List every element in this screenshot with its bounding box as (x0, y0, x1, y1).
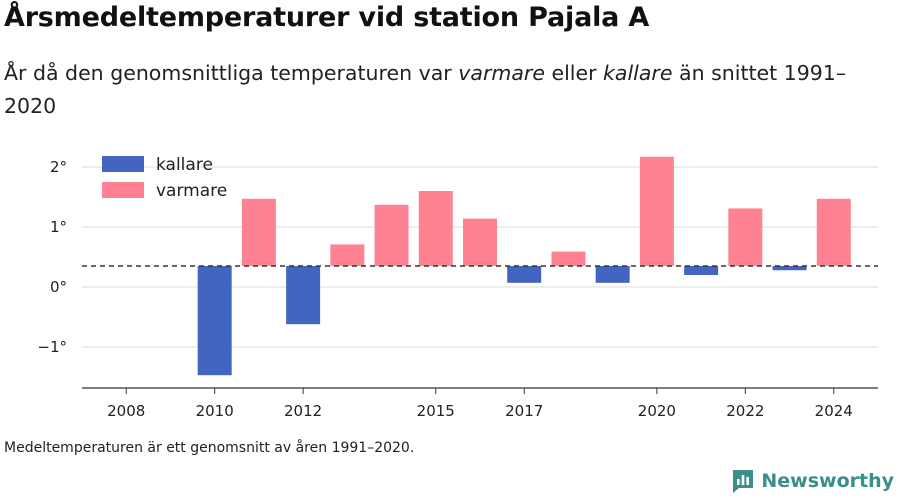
legend-swatch (102, 182, 144, 198)
bar (816, 198, 851, 266)
y-tick-label: 1° (50, 218, 67, 236)
bar (241, 198, 276, 266)
bar (418, 191, 453, 266)
bar (728, 208, 763, 266)
x-tick-label: 2015 (417, 402, 455, 420)
bar (639, 156, 674, 266)
brand: Newsworthy (731, 468, 894, 494)
y-tick-labels: 2° 1° 0° −1° (37, 158, 67, 356)
x-tick-label: 2024 (815, 402, 853, 420)
x-tick-label: 2017 (505, 402, 543, 420)
bar (463, 218, 497, 266)
bar (507, 266, 542, 283)
subtitle-text-1: År då den genomsnittliga temperaturen va… (4, 61, 459, 85)
bar (595, 266, 630, 283)
chart-subtitle: År då den genomsnittliga temperaturen va… (4, 57, 864, 123)
x-tick-label: 2022 (726, 402, 764, 420)
bar (684, 266, 719, 275)
y-tick-label: 2° (50, 158, 67, 176)
brand-name: Newsworthy (761, 470, 894, 492)
legend-swatch (102, 156, 144, 172)
subtitle-text-3: än snittet 1991–2020 (4, 61, 847, 118)
subtitle-cold-word: kallare (603, 61, 673, 85)
bar-chart: 2°1°0°−1° 2008 2010 2012 2015 2017 2020 2022 20… (37, 155, 878, 420)
y-tick-label: −1° (37, 338, 67, 356)
x-tick-label: 2020 (638, 402, 676, 420)
x-tick-label: 2008 (107, 402, 145, 420)
subtitle-warm-word: varmare (458, 61, 545, 85)
legend: kallare varmare (102, 155, 227, 201)
x-tick-label: 2010 (196, 402, 234, 420)
bars (197, 156, 851, 376)
bar (772, 266, 807, 271)
x-ticks: 2008 2010 2012 2015 2017 2020 2022 2024 (107, 388, 853, 420)
y-tick-label: 0° (50, 278, 67, 296)
bar (551, 251, 586, 266)
chart-title: Årsmedeltemperaturer vid station Pajala … (4, 2, 650, 33)
newsworthy-logo-icon (733, 470, 754, 493)
subtitle-text-2: eller (544, 61, 604, 85)
legend-label: varmare (156, 181, 227, 201)
legend-label: kallare (156, 155, 213, 175)
bar (374, 204, 409, 266)
x-tick-label: 2012 (284, 402, 322, 420)
bar (197, 266, 232, 376)
footnote: Medeltemperaturen är ett genomsnitt av å… (4, 440, 415, 456)
bar (330, 244, 365, 266)
bar (286, 266, 321, 325)
